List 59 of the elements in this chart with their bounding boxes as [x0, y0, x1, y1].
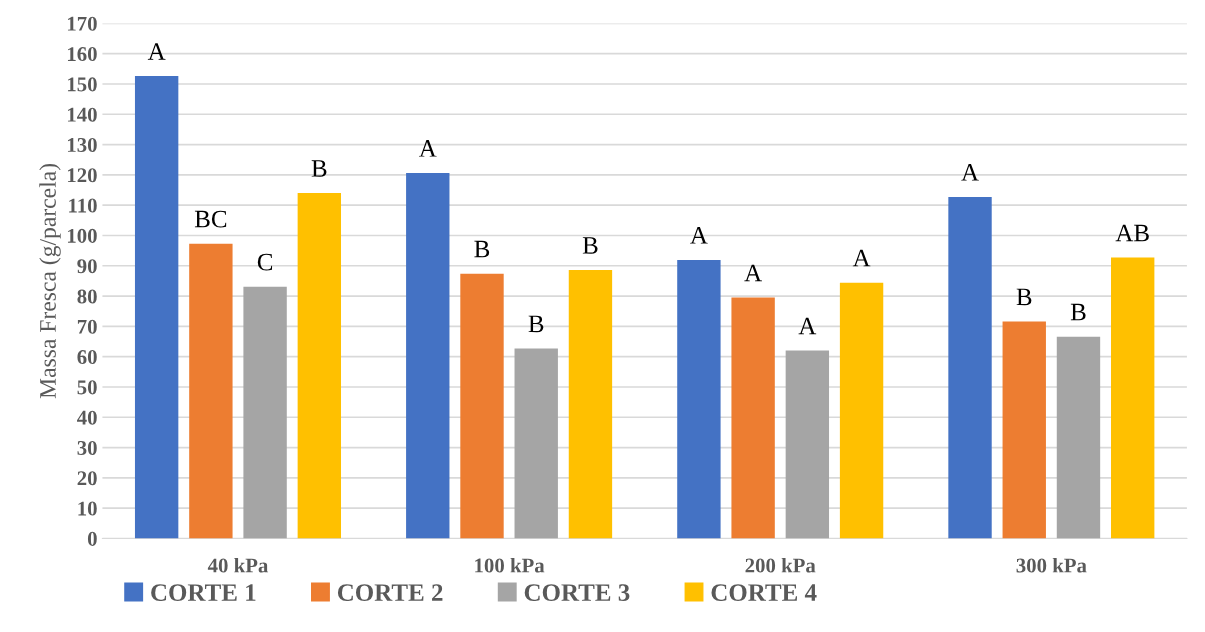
x-tick-label: 100 kPa — [475, 557, 545, 573]
bar — [297, 193, 342, 539]
bar — [839, 282, 884, 539]
data-label: A — [852, 249, 871, 267]
legend-label: CORTE 2 — [337, 584, 443, 602]
bar — [1056, 336, 1101, 539]
y-tick-label: 20 — [77, 471, 97, 486]
bar — [243, 286, 287, 539]
bar — [568, 270, 613, 539]
data-label: BC — [194, 210, 227, 228]
y-axis-title: Massa Fresca (g/parcela) — [39, 163, 61, 399]
y-tick-label: 120 — [67, 168, 97, 183]
y-tick-label: 160 — [67, 47, 97, 62]
bar — [731, 297, 775, 539]
x-tick-label: 300 kPa — [1016, 557, 1087, 573]
y-tick-label: 140 — [67, 107, 97, 122]
bar — [134, 76, 179, 539]
data-label: A — [798, 317, 817, 335]
bar — [948, 197, 992, 539]
y-tick-label: 50 — [77, 380, 97, 395]
y-tick-label: 150 — [67, 77, 97, 92]
data-label: A — [147, 43, 166, 60]
bar — [189, 243, 233, 539]
data-label: A — [418, 140, 437, 157]
data-label: B — [1070, 303, 1086, 321]
data-label: A — [961, 164, 979, 181]
y-tick-label: 30 — [77, 440, 97, 455]
bar — [1002, 321, 1046, 539]
y-tick-label: 70 — [77, 319, 97, 334]
data-label: AB — [1115, 224, 1149, 242]
bar — [460, 273, 504, 539]
y-tick-label: 100 — [67, 228, 97, 243]
y-tick-label: 170 — [67, 16, 97, 31]
legend-label: CORTE 4 — [711, 584, 817, 602]
y-tick-label: 90 — [77, 259, 97, 274]
bar — [406, 173, 450, 539]
y-tick-label: 80 — [77, 289, 97, 304]
y-tick-label: 10 — [78, 501, 97, 516]
data-label: B — [528, 315, 544, 333]
bar — [514, 348, 558, 539]
y-tick-label: 60 — [77, 350, 97, 365]
bar — [1111, 257, 1155, 539]
y-tick-label: 130 — [67, 137, 97, 153]
data-label: B — [1016, 288, 1032, 306]
legend-label: CORTE 1 — [151, 584, 256, 602]
y-tick-label: 40 — [77, 410, 97, 425]
data-label: B — [311, 160, 327, 177]
data-label: A — [744, 264, 762, 282]
data-label: B — [474, 240, 490, 258]
legend-label: CORTE 3 — [524, 584, 630, 602]
y-tick-label: 0 — [87, 531, 97, 546]
x-tick-label: 40 kPa — [207, 557, 269, 573]
x-tick-label: 200 kPa — [745, 557, 816, 573]
y-tick-label: 110 — [69, 198, 97, 213]
bar — [785, 350, 830, 539]
bar — [677, 260, 721, 539]
data-label: B — [582, 237, 598, 254]
data-label: C — [257, 253, 273, 271]
data-label: A — [690, 227, 708, 244]
